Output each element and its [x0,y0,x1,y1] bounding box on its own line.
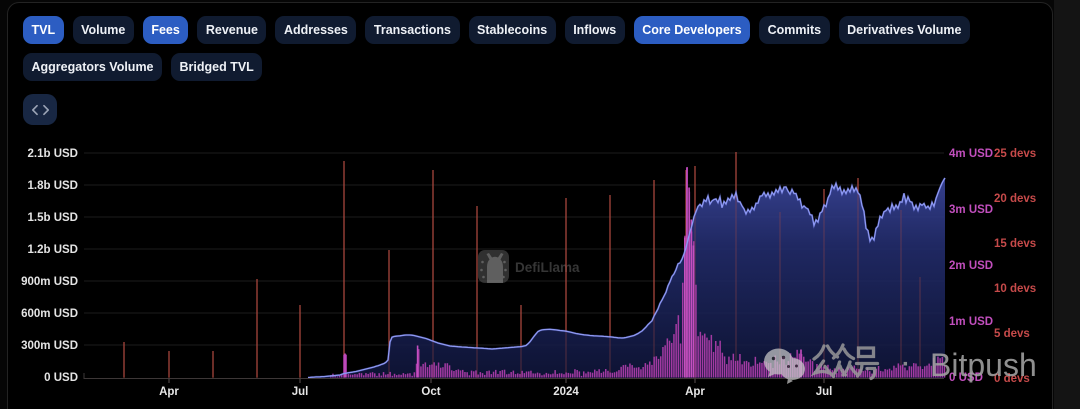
svg-text:4m USD: 4m USD [949,148,993,160]
svg-text:Jul: Jul [292,386,309,398]
svg-text:5 devs: 5 devs [994,328,1030,340]
svg-text:3m USD: 3m USD [949,204,993,216]
svg-text:Apr: Apr [159,386,179,398]
svg-text:Oct: Oct [421,386,440,398]
svg-text:1.2b USD: 1.2b USD [28,244,79,256]
svg-text:2024: 2024 [553,386,579,398]
svg-text:2m USD: 2m USD [949,260,993,272]
svg-text:20 devs: 20 devs [994,193,1036,205]
svg-text:·: · [902,351,910,378]
svg-text:1.8b USD: 1.8b USD [28,180,79,192]
svg-text:Bitpush: Bitpush [930,347,1037,383]
svg-text:0 USD: 0 USD [44,372,78,384]
svg-text:1.5b USD: 1.5b USD [28,212,79,224]
svg-text:DefiLlama: DefiLlama [515,260,580,275]
svg-text:600m USD: 600m USD [21,308,78,320]
svg-text:2.1b USD: 2.1b USD [28,148,79,160]
svg-text:300m USD: 300m USD [21,340,78,352]
svg-text:1m USD: 1m USD [949,316,993,328]
svg-text:900m USD: 900m USD [21,276,78,288]
svg-text:0 devs: 0 devs [994,373,1030,385]
svg-text:Apr: Apr [685,386,705,398]
svg-text:10 devs: 10 devs [994,283,1036,295]
svg-text:Jul: Jul [816,386,833,398]
svg-text:0 USD: 0 USD [949,372,983,384]
svg-text:25 devs: 25 devs [994,148,1036,160]
svg-text:15 devs: 15 devs [994,238,1036,250]
